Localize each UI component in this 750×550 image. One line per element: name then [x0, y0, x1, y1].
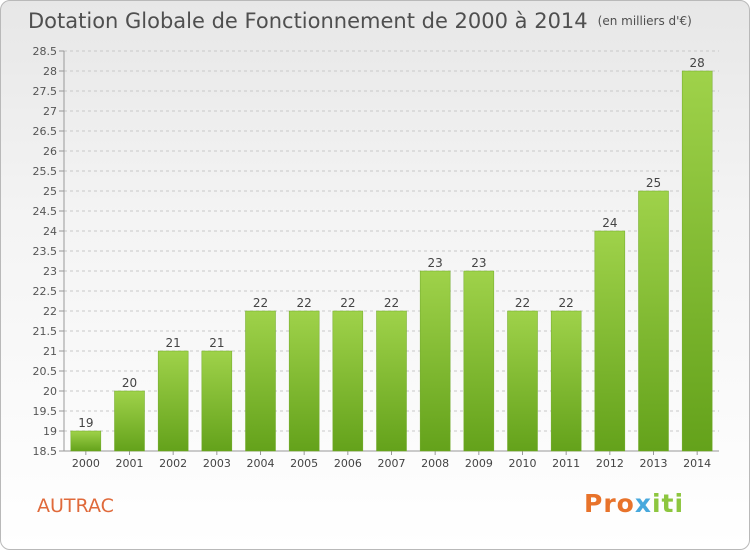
logo-part-1: Pro: [584, 489, 635, 518]
x-tick-label: 2008: [421, 457, 449, 470]
bar-value-label: 23: [471, 256, 486, 270]
logo-part-2: x: [634, 489, 652, 518]
y-tick-label: 20: [43, 385, 57, 398]
x-tick-label: 2012: [596, 457, 624, 470]
y-tick-label: 24.5: [33, 205, 58, 218]
y-tick-label: 23: [43, 265, 57, 278]
bar-2007: [376, 310, 407, 452]
y-tick-label: 21.5: [33, 325, 58, 338]
bar-value-label: 28: [690, 56, 705, 70]
bar-2008: [419, 270, 451, 452]
proxiti-logo: Proxiti: [584, 489, 684, 518]
x-tick-label: 2006: [334, 457, 362, 470]
x-tick-label: 2001: [116, 457, 144, 470]
y-tick-label: 28: [43, 65, 57, 78]
x-tick-label: 2004: [247, 457, 275, 470]
bar-2013: [638, 190, 669, 452]
labels: 18.5 19 19.5 20 20.5 21 21.5 22 22.5 23 23.5 24 24.5…: [33, 45, 712, 470]
x-tick-label: 2014: [683, 457, 711, 470]
y-tick-label: 23.5: [33, 245, 58, 258]
x-tick-label: 2009: [465, 457, 493, 470]
x-tick-label: 2003: [203, 457, 231, 470]
y-tick-label: 19.5: [33, 405, 58, 418]
bar-value-label: 24: [602, 216, 617, 230]
location-name: AUTRAC: [37, 495, 114, 517]
bar-2006: [332, 310, 364, 452]
bar-2004: [245, 310, 276, 452]
bar-value-label: 22: [384, 296, 399, 310]
y-tick-label: 19: [43, 425, 57, 438]
y-tick-label: 25: [43, 185, 57, 198]
bar-2014: [681, 70, 713, 452]
bar-2012: [594, 230, 626, 452]
y-tick-label: 27.5: [33, 85, 58, 98]
x-tick-label: 2013: [640, 457, 668, 470]
bars: [70, 70, 713, 452]
y-tick-label: 18.5: [33, 445, 58, 458]
x-tick-label: 2007: [378, 457, 406, 470]
bar-value-label: 22: [297, 296, 312, 310]
x-tick-label: 2000: [72, 457, 100, 470]
y-tick-label: 26: [43, 145, 57, 158]
y-tick-label: 28.5: [33, 45, 58, 58]
bar-value-label: 20: [122, 376, 137, 390]
y-tick-label: 27: [43, 105, 57, 118]
x-tick-label: 2005: [290, 457, 318, 470]
y-tick-label: 24: [43, 225, 57, 238]
bar-value-label: 21: [166, 336, 181, 350]
chart-title: Dotation Globale de Fonctionnement de 20…: [28, 9, 692, 33]
bar-value-label: 23: [428, 256, 443, 270]
x-tick-label: 2010: [509, 457, 537, 470]
chart-subtitle: (en milliers d'€): [597, 14, 692, 28]
bar-value-label: 22: [340, 296, 355, 310]
bar-2002: [157, 350, 189, 452]
bar-2011: [550, 310, 582, 452]
y-tick-label: 21: [43, 345, 57, 358]
bar-value-label: 22: [253, 296, 268, 310]
y-tick-label: 22: [43, 305, 57, 318]
bar-2009: [463, 270, 495, 452]
bar-2000: [70, 430, 102, 452]
bar-2003: [201, 350, 233, 452]
x-tick-label: 2011: [552, 457, 580, 470]
bar-value-label: 22: [559, 296, 574, 310]
y-tick-label: 25.5: [33, 165, 58, 178]
bar-value-label: 25: [646, 176, 661, 190]
x-tick-label: 2002: [159, 457, 187, 470]
logo-part-3: iti: [651, 489, 685, 518]
bar-value-label: 22: [515, 296, 530, 310]
y-tick-label: 20.5: [33, 365, 58, 378]
title-text: Dotation Globale de Fonctionnement de 20…: [28, 9, 588, 33]
y-tick-label: 22.5: [33, 285, 58, 298]
bar-value-label: 19: [78, 416, 93, 430]
bar-2005: [288, 310, 320, 452]
bar-2010: [507, 310, 538, 452]
bar-value-label: 21: [209, 336, 224, 350]
bar-2001: [114, 390, 145, 452]
y-tick-label: 26.5: [33, 125, 58, 138]
